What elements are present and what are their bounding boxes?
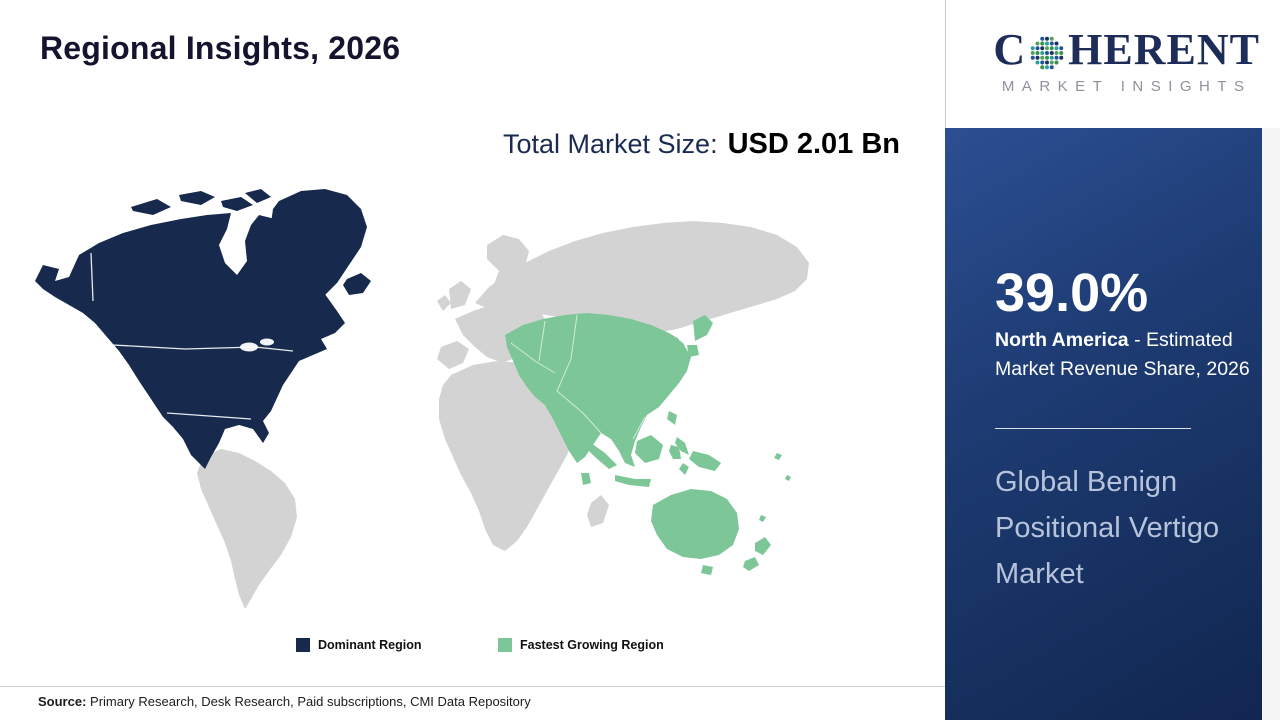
region-iberia [437, 341, 469, 369]
legend-label-dominant: Dominant Region [318, 638, 422, 652]
brand-wordmark: C HERENT [993, 24, 1260, 75]
region-scandinavia [487, 235, 529, 295]
north-america-mainland [35, 213, 345, 469]
region-taiwan [667, 411, 677, 425]
brand-subtitle: MARKET INSIGHTS [1001, 78, 1252, 95]
pacific-island-2 [785, 475, 791, 481]
pacific-island-1 [774, 453, 782, 460]
brand-suffix: HERENT [1068, 25, 1260, 74]
north-america-borders [90, 252, 294, 420]
pacific-island-3 [759, 515, 766, 522]
market-size-label: Total Market Size: [503, 129, 718, 159]
region-iceland [343, 273, 371, 295]
bottom-divider [0, 686, 945, 687]
world-map [35, 189, 809, 609]
region-japan-south [687, 345, 699, 357]
share-rest: - Estimated Market Revenue Share, 2026 [995, 329, 1250, 380]
region-north-america [35, 189, 371, 469]
legend-item-dominant: Dominant Region [296, 638, 421, 652]
share-value: 39.0% [995, 263, 1149, 323]
region-philippines-south [679, 463, 689, 475]
region-new-zealand-south [743, 557, 759, 571]
share-description: North America - Estimated Market Revenue… [995, 326, 1267, 384]
header-separator [945, 0, 946, 129]
region-uk [449, 281, 471, 309]
great-lakes [240, 338, 274, 352]
region-sumatra [587, 443, 617, 469]
asia-borders [510, 314, 646, 440]
region-south-america [197, 449, 297, 609]
arctic-island-2 [179, 191, 215, 205]
region-sri-lanka [581, 473, 591, 485]
legend-item-fastest-growing: Fastest Growing Region [498, 638, 664, 652]
insight-panel: 39.0% North America - Estimated Market R… [945, 128, 1262, 720]
legend-swatch-fastest-growing [498, 638, 512, 652]
region-australia [651, 489, 739, 559]
region-borneo [635, 435, 663, 463]
source-line: Source: Primary Research, Desk Research,… [38, 694, 531, 709]
arctic-island-4 [245, 189, 271, 203]
region-madagascar [587, 495, 609, 527]
region-russia [475, 221, 809, 333]
legend-swatch-dominant [296, 638, 310, 652]
brand-prefix: C [993, 25, 1027, 74]
region-korea [665, 333, 679, 351]
arctic-island-3 [221, 197, 253, 211]
market-size-value: USD 2.01 Bn [727, 128, 901, 160]
region-ireland [437, 295, 451, 311]
share-region: North America [995, 329, 1129, 351]
total-market-size: Total Market Size: USD 2.01 Bn [503, 124, 903, 164]
region-asia-pacific [505, 313, 791, 575]
region-tasmania [701, 565, 713, 575]
source-text: Primary Research, Desk Research, Paid su… [86, 694, 531, 709]
region-new-guinea [689, 451, 721, 471]
right-edge-strip [1262, 128, 1280, 720]
page-title: Regional Insights, 2026 [40, 30, 401, 66]
asia-mainland [505, 313, 691, 467]
region-japan-north [693, 315, 713, 341]
legend-label-fastest-growing: Fastest Growing Region [520, 638, 664, 652]
region-greenland [271, 189, 367, 303]
region-sulawesi [669, 445, 681, 459]
market-name: Global Benign Positional Vertigo Market [995, 466, 1220, 590]
region-new-zealand-north [755, 537, 771, 555]
region-java [615, 475, 651, 487]
arctic-island-1 [131, 199, 171, 215]
region-philippines-north [675, 437, 689, 455]
brand-logo: C HERENT MARKET INSIGHTS [993, 24, 1260, 95]
source-label: Source: [38, 694, 87, 709]
panel-divider [995, 428, 1191, 429]
globe-icon [1030, 36, 1064, 69]
